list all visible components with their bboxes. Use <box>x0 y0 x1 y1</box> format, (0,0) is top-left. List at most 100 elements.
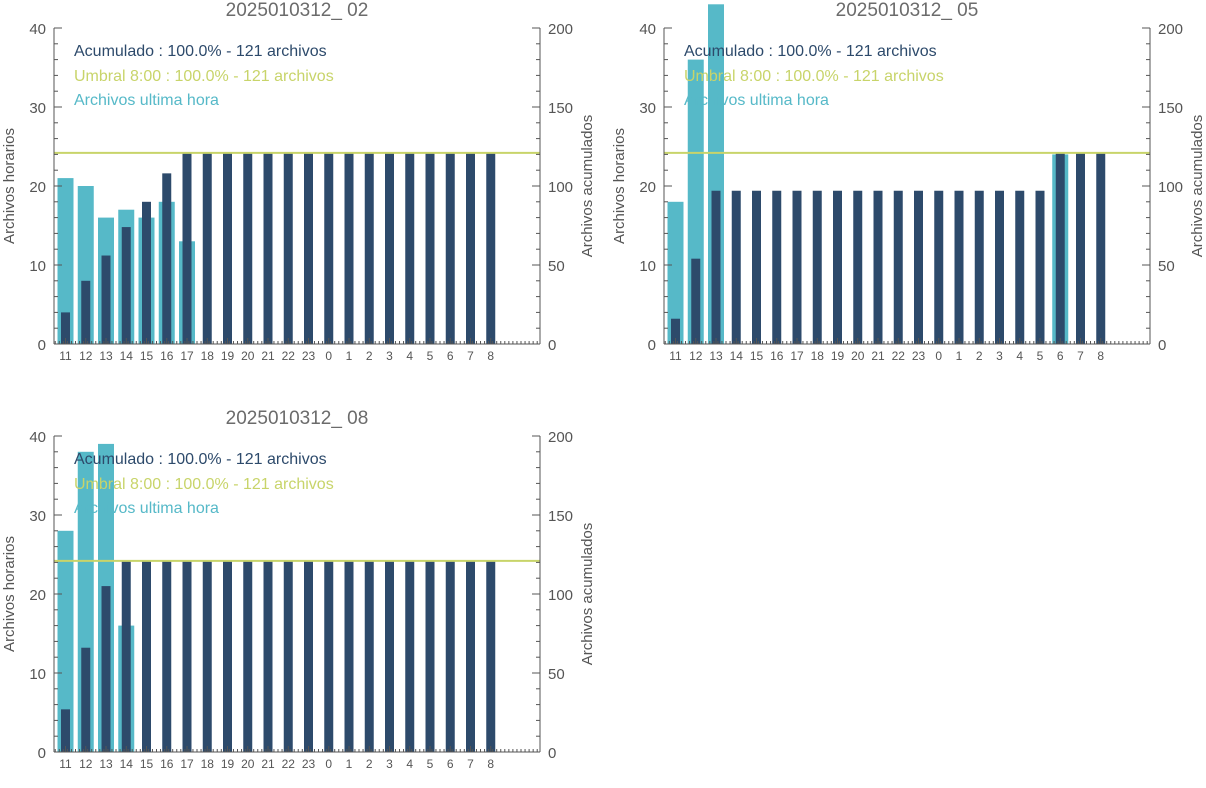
bar-cumulative <box>731 190 741 344</box>
x-tick-label: 7 <box>1077 349 1084 363</box>
bar-cumulative <box>691 258 701 344</box>
x-tick-label: 22 <box>282 757 296 771</box>
bar-cumulative <box>324 152 334 344</box>
x-tick-label: 15 <box>140 757 154 771</box>
y-tick-label-left: 10 <box>29 258 46 275</box>
bar-cumulative <box>385 560 394 752</box>
x-tick-label: 2 <box>366 757 373 771</box>
bar-cumulative <box>772 190 782 344</box>
x-tick-label: 22 <box>282 349 296 363</box>
y-axis-label-left: Archivos horarios <box>1 536 18 652</box>
bar-cumulative <box>873 190 883 344</box>
x-tick-label: 7 <box>467 757 474 771</box>
bar-cumulative <box>711 190 721 344</box>
bar-cumulative <box>954 190 964 344</box>
y-tick-label-right: 150 <box>1158 100 1183 117</box>
y-tick-label-right: 0 <box>548 337 556 354</box>
y-axis-label-right: Archivos acumulados <box>579 115 596 258</box>
bar-cumulative <box>121 227 131 344</box>
bar-cumulative <box>405 152 415 344</box>
y-tick-label-right: 150 <box>548 100 573 117</box>
y-tick-label-left: 40 <box>29 429 46 446</box>
bar-cumulative <box>223 560 232 752</box>
bar-cumulative <box>263 560 273 752</box>
bar-cumulative <box>1055 152 1065 344</box>
bar-cumulative <box>202 152 212 344</box>
bar-cumulative <box>385 152 394 344</box>
bar-cumulative <box>1035 190 1045 344</box>
bar-cumulative <box>162 560 172 752</box>
x-tick-label: 1 <box>346 349 353 363</box>
y-tick-label-right: 100 <box>1158 179 1183 196</box>
bar-cumulative <box>182 560 192 752</box>
x-tick-label: 2 <box>976 349 983 363</box>
bar-cumulative <box>162 173 172 344</box>
y-tick-label-left: 30 <box>29 100 46 117</box>
x-tick-label: 17 <box>180 757 194 771</box>
bar-cumulative <box>81 647 91 752</box>
bar-cumulative <box>81 280 91 344</box>
x-tick-label: 21 <box>261 349 275 363</box>
bar-cumulative <box>101 586 111 752</box>
x-tick-label: 12 <box>689 349 703 363</box>
bar-cumulative <box>1096 152 1106 344</box>
x-tick-label: 5 <box>427 349 434 363</box>
chart-title: 2025010312_ 08 <box>226 408 369 429</box>
x-tick-label: 11 <box>669 349 682 363</box>
bar-cumulative <box>263 152 273 344</box>
y-tick-label-right: 50 <box>1158 258 1175 275</box>
y-axis-label-left: Archivos horarios <box>611 128 628 244</box>
x-tick-label: 5 <box>1037 349 1044 363</box>
legend-cumulative: Acumulado : 100.0% - 121 archivos <box>684 43 937 60</box>
y-tick-label-right: 0 <box>1158 337 1166 354</box>
bar-cumulative <box>243 560 253 752</box>
x-tick-label: 4 <box>1016 349 1023 363</box>
y-tick-label-left: 20 <box>29 179 46 196</box>
x-tick-label: 1 <box>956 349 963 363</box>
x-tick-label: 18 <box>201 349 215 363</box>
bar-cumulative <box>121 560 131 752</box>
y-tick-label-right: 200 <box>548 21 573 38</box>
y-tick-label-right: 100 <box>548 179 573 196</box>
x-tick-label: 23 <box>302 757 316 771</box>
x-tick-label: 19 <box>831 349 845 363</box>
legend-hourly: Archivos ultima hora <box>684 92 829 109</box>
x-tick-label: 2 <box>366 349 373 363</box>
x-tick-label: 11 <box>59 349 72 363</box>
x-tick-label: 6 <box>1057 349 1064 363</box>
bar-cumulative <box>142 201 151 344</box>
x-tick-label: 3 <box>386 349 393 363</box>
bar-cumulative <box>364 152 374 344</box>
chart-title: 2025010312_ 02 <box>226 0 369 21</box>
x-tick-label: 1 <box>346 757 353 771</box>
y-axis-label-right: Archivos acumulados <box>579 523 596 666</box>
x-tick-label: 16 <box>160 349 174 363</box>
y-tick-label-right: 200 <box>1158 21 1183 38</box>
bar-hourly <box>57 178 74 344</box>
x-tick-label: 17 <box>180 349 194 363</box>
x-tick-label: 19 <box>221 349 235 363</box>
bar-cumulative <box>243 152 253 344</box>
bar-cumulative <box>486 152 496 344</box>
x-tick-label: 13 <box>709 349 723 363</box>
y-tick-label-left: 40 <box>29 21 46 38</box>
x-tick-label: 16 <box>770 349 784 363</box>
bar-cumulative <box>142 560 151 752</box>
bar-cumulative <box>101 255 111 344</box>
chart-panel-02: 2025010312_ 02 0 10 20 30 40 0 50 100 150 200 11 12 1… <box>0 0 600 380</box>
x-tick-label: 0 <box>325 757 332 771</box>
y-tick-label-right: 100 <box>548 587 573 604</box>
legend-threshold: Umbral 8:00 : 100.0% - 121 archivos <box>74 476 334 493</box>
bar-cumulative <box>445 152 455 344</box>
x-tick-label: 3 <box>386 757 393 771</box>
x-tick-label: 13 <box>99 757 113 771</box>
bar-cumulative <box>405 560 415 752</box>
x-tick-label: 17 <box>790 349 804 363</box>
chart-title: 2025010312_ 05 <box>836 0 979 21</box>
bar-cumulative <box>202 560 212 752</box>
bar-cumulative <box>425 152 435 344</box>
x-tick-label: 18 <box>201 757 215 771</box>
bar-cumulative <box>364 560 374 752</box>
y-tick-label-left: 40 <box>639 21 656 38</box>
x-tick-label: 6 <box>447 349 454 363</box>
